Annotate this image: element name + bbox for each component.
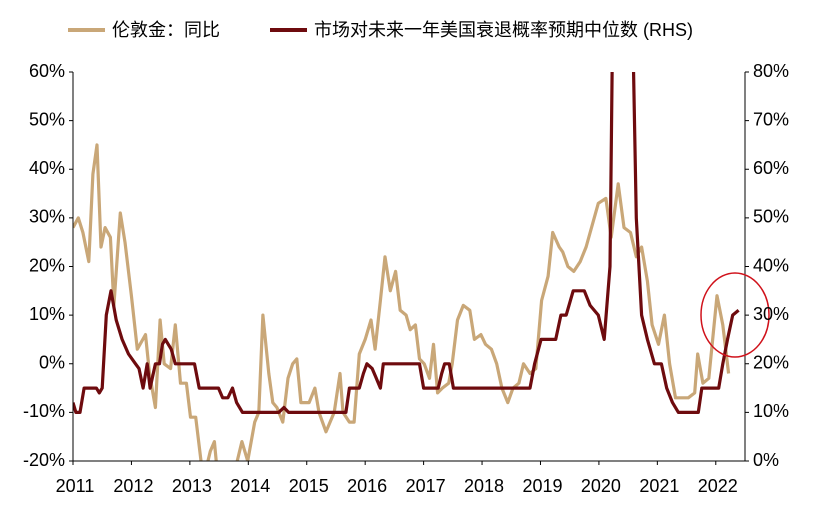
y-tick-label: 0% xyxy=(39,353,65,373)
x-tick-label: 2015 xyxy=(289,476,329,496)
y-tick-label: -10% xyxy=(23,401,65,421)
y2-tick-label: 70% xyxy=(753,109,789,129)
x-tick-label: 2016 xyxy=(347,476,387,496)
x-tick-label: 2021 xyxy=(639,476,679,496)
y-tick-label: 20% xyxy=(29,255,65,275)
y-tick-label: 30% xyxy=(29,207,65,227)
legend-label: 市场对未来一年美国衰退概率预期中位数 (RHS) xyxy=(314,20,693,40)
y2-tick-label: 60% xyxy=(753,158,789,178)
series-line xyxy=(73,143,731,461)
y-tick-label: 40% xyxy=(29,158,65,178)
x-tick-label: 2020 xyxy=(581,476,621,496)
x-tick-label: 2019 xyxy=(522,476,562,496)
legend-label: 伦敦金：同比 xyxy=(112,20,220,40)
y-tick-label: 60% xyxy=(29,61,65,81)
plot-area xyxy=(73,72,740,461)
x-tick-label: 2018 xyxy=(464,476,504,496)
x-tick-label: 2022 xyxy=(698,476,738,496)
y-tick-label: -20% xyxy=(23,450,65,470)
x-tick-label: 2011 xyxy=(56,476,95,496)
y2-tick-label: 30% xyxy=(753,304,789,324)
series-line xyxy=(73,72,740,414)
y-tick-label: 10% xyxy=(29,304,65,324)
y-tick-label: 50% xyxy=(29,109,65,129)
y2-tick-label: 0% xyxy=(753,450,779,470)
y2-tick-label: 20% xyxy=(753,353,789,373)
y2-tick-label: 40% xyxy=(753,255,789,275)
x-tick-label: 2017 xyxy=(406,476,446,496)
y2-tick-label: 10% xyxy=(753,401,789,421)
highlight-circle xyxy=(700,272,770,358)
x-tick-label: 2013 xyxy=(172,476,212,496)
y2-tick-label: 50% xyxy=(753,207,789,227)
x-tick-label: 2014 xyxy=(230,476,270,496)
y2-tick-label: 80% xyxy=(753,61,789,81)
x-tick-label: 2012 xyxy=(113,476,153,496)
